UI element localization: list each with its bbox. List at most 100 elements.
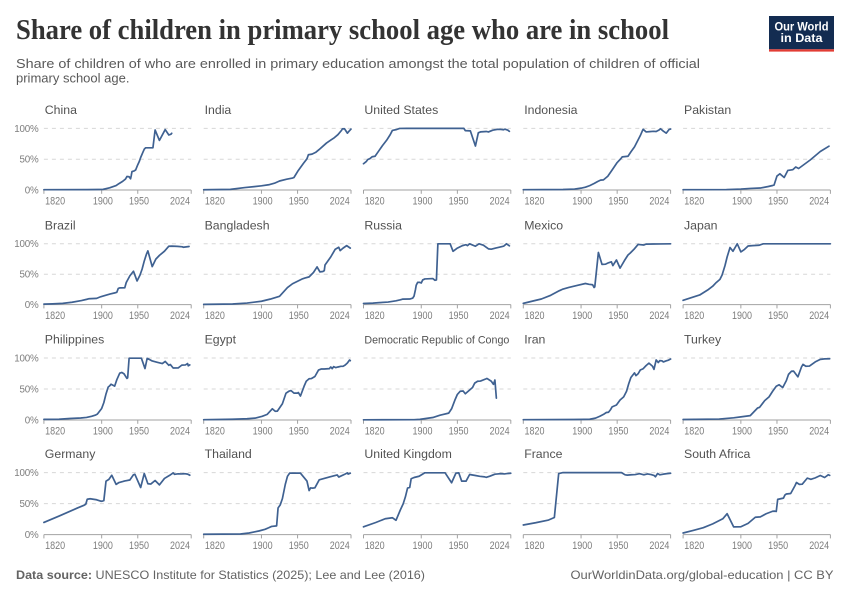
svg-text:2024: 2024	[330, 426, 350, 438]
svg-text:1900: 1900	[93, 426, 113, 438]
svg-text:1950: 1950	[289, 426, 309, 438]
svg-text:1900: 1900	[572, 540, 592, 552]
svg-text:1820: 1820	[525, 540, 545, 552]
svg-text:2024: 2024	[170, 310, 190, 322]
svg-text:1900: 1900	[412, 426, 432, 438]
svg-text:1950: 1950	[449, 540, 469, 552]
svg-text:Democratic Republic of Congo: Democratic Republic of Congo	[364, 335, 509, 347]
svg-text:2024: 2024	[330, 540, 350, 552]
svg-text:1820: 1820	[45, 540, 65, 552]
svg-text:1900: 1900	[253, 426, 273, 438]
svg-text:South Africa: South Africa	[684, 447, 750, 461]
svg-text:1950: 1950	[289, 540, 309, 552]
svg-text:1900: 1900	[732, 426, 752, 438]
svg-text:2024: 2024	[170, 426, 190, 438]
svg-text:1950: 1950	[449, 310, 469, 322]
svg-text:Our World: Our World	[775, 20, 829, 34]
svg-text:2024: 2024	[490, 196, 510, 208]
svg-text:1820: 1820	[684, 196, 704, 208]
svg-text:1950: 1950	[608, 426, 628, 438]
svg-text:1900: 1900	[253, 196, 273, 208]
svg-text:Share of children of who are e: Share of children of who are enrolled in…	[16, 56, 700, 71]
svg-text:India: India	[205, 103, 232, 117]
svg-text:0%: 0%	[25, 185, 39, 196]
svg-text:100%: 100%	[14, 468, 39, 479]
svg-text:primary school age.: primary school age.	[16, 70, 129, 85]
svg-text:Data source: UNESCO Institute: Data source: UNESCO Institute for Statis…	[16, 568, 425, 582]
svg-text:Philippines: Philippines	[45, 333, 104, 347]
svg-text:1950: 1950	[129, 310, 149, 322]
svg-text:1820: 1820	[45, 310, 65, 322]
svg-text:Brazil: Brazil	[45, 218, 76, 232]
svg-text:Russia: Russia	[364, 218, 402, 232]
svg-text:1820: 1820	[45, 426, 65, 438]
svg-text:100%: 100%	[14, 124, 39, 135]
svg-text:2024: 2024	[490, 540, 510, 552]
svg-text:1950: 1950	[289, 310, 309, 322]
svg-text:Iran: Iran	[524, 333, 545, 347]
svg-text:1900: 1900	[732, 196, 752, 208]
svg-text:1900: 1900	[732, 540, 752, 552]
svg-text:Pakistan: Pakistan	[684, 103, 731, 117]
svg-text:2024: 2024	[809, 310, 829, 322]
svg-text:1820: 1820	[205, 196, 225, 208]
svg-text:2024: 2024	[809, 540, 829, 552]
svg-text:100%: 100%	[14, 239, 39, 250]
svg-text:Indonesia: Indonesia	[524, 103, 577, 117]
svg-text:0%: 0%	[25, 300, 39, 311]
svg-text:1820: 1820	[205, 310, 225, 322]
svg-text:Japan: Japan	[684, 218, 718, 232]
svg-text:Germany: Germany	[45, 447, 96, 461]
svg-text:Egypt: Egypt	[205, 333, 237, 347]
svg-text:1820: 1820	[205, 540, 225, 552]
svg-text:1900: 1900	[253, 540, 273, 552]
svg-text:2024: 2024	[170, 196, 190, 208]
svg-text:1900: 1900	[93, 540, 113, 552]
svg-text:1820: 1820	[525, 426, 545, 438]
svg-text:1950: 1950	[129, 540, 149, 552]
svg-text:1950: 1950	[608, 196, 628, 208]
svg-text:0%: 0%	[25, 530, 39, 541]
svg-text:United States: United States	[364, 103, 438, 117]
svg-text:0%: 0%	[25, 415, 39, 426]
svg-text:Mexico: Mexico	[524, 218, 563, 232]
svg-text:1950: 1950	[129, 426, 149, 438]
svg-text:1900: 1900	[93, 310, 113, 322]
svg-text:1900: 1900	[93, 196, 113, 208]
svg-text:2024: 2024	[649, 196, 669, 208]
svg-text:1820: 1820	[205, 426, 225, 438]
svg-text:United Kingdom: United Kingdom	[364, 447, 452, 461]
svg-text:1820: 1820	[525, 196, 545, 208]
svg-text:1950: 1950	[449, 426, 469, 438]
svg-text:1900: 1900	[412, 196, 432, 208]
svg-text:1900: 1900	[572, 310, 592, 322]
svg-text:2024: 2024	[490, 426, 510, 438]
svg-text:1900: 1900	[732, 310, 752, 322]
svg-text:1820: 1820	[365, 426, 385, 438]
svg-text:1900: 1900	[412, 310, 432, 322]
svg-text:OurWorldinData.org/global-educ: OurWorldinData.org/global-education | CC…	[571, 568, 834, 582]
svg-text:1820: 1820	[684, 426, 704, 438]
svg-text:1820: 1820	[365, 310, 385, 322]
svg-text:1820: 1820	[525, 310, 545, 322]
svg-text:1900: 1900	[572, 196, 592, 208]
svg-text:1820: 1820	[684, 540, 704, 552]
svg-text:Thailand: Thailand	[205, 447, 252, 461]
svg-text:France: France	[524, 447, 562, 461]
svg-text:2024: 2024	[649, 540, 669, 552]
svg-text:2024: 2024	[330, 196, 350, 208]
svg-text:1950: 1950	[129, 196, 149, 208]
svg-text:2024: 2024	[490, 310, 510, 322]
svg-text:1950: 1950	[768, 196, 788, 208]
svg-text:Bangladesh: Bangladesh	[205, 218, 270, 232]
svg-text:1820: 1820	[684, 310, 704, 322]
svg-text:1950: 1950	[449, 196, 469, 208]
svg-text:1950: 1950	[608, 310, 628, 322]
svg-text:1820: 1820	[45, 196, 65, 208]
svg-text:2024: 2024	[649, 426, 669, 438]
svg-text:1820: 1820	[365, 196, 385, 208]
svg-text:Turkey: Turkey	[684, 333, 722, 347]
svg-text:2024: 2024	[809, 426, 829, 438]
svg-text:1950: 1950	[289, 196, 309, 208]
svg-text:50%: 50%	[19, 499, 38, 510]
